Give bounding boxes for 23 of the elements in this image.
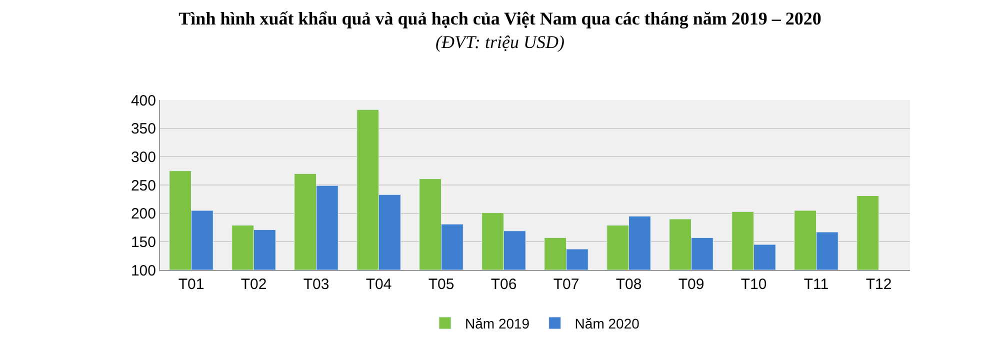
y-tick-label: 200 xyxy=(130,206,156,223)
y-tick-label: 100 xyxy=(130,262,156,280)
x-tick-label: T12 xyxy=(866,276,892,293)
x-tick-label: T05 xyxy=(428,276,454,293)
y-tick-label: 150 xyxy=(130,234,156,251)
x-tick-label: T02 xyxy=(240,276,267,293)
y-tick-label: 400 xyxy=(130,92,156,110)
legend-label: Năm 2019 xyxy=(465,315,530,332)
x-tick-label: T06 xyxy=(490,276,517,293)
x-tick-label: T08 xyxy=(616,276,642,293)
x-tick-label: T03 xyxy=(303,276,330,293)
x-tick-label: T07 xyxy=(553,276,580,293)
y-tick-label: 350 xyxy=(130,120,156,138)
chart-subtitle: (ĐVT: triệu USD) xyxy=(436,32,564,52)
x-tick-label: T09 xyxy=(678,276,704,293)
y-tick-label: 250 xyxy=(130,177,156,194)
legend-label: Năm 2020 xyxy=(574,315,640,332)
x-tick-label: T01 xyxy=(178,276,204,293)
chart-title: Tình hình xuất khẩu quả và quả hạch của Việt Nam qua các tháng năm 2019 – 2020 xyxy=(178,8,822,29)
y-tick-label: 300 xyxy=(130,148,156,166)
x-tick-label: T04 xyxy=(366,276,392,293)
x-tick-label: T11 xyxy=(804,276,829,293)
x-tick-label: T10 xyxy=(740,276,767,293)
